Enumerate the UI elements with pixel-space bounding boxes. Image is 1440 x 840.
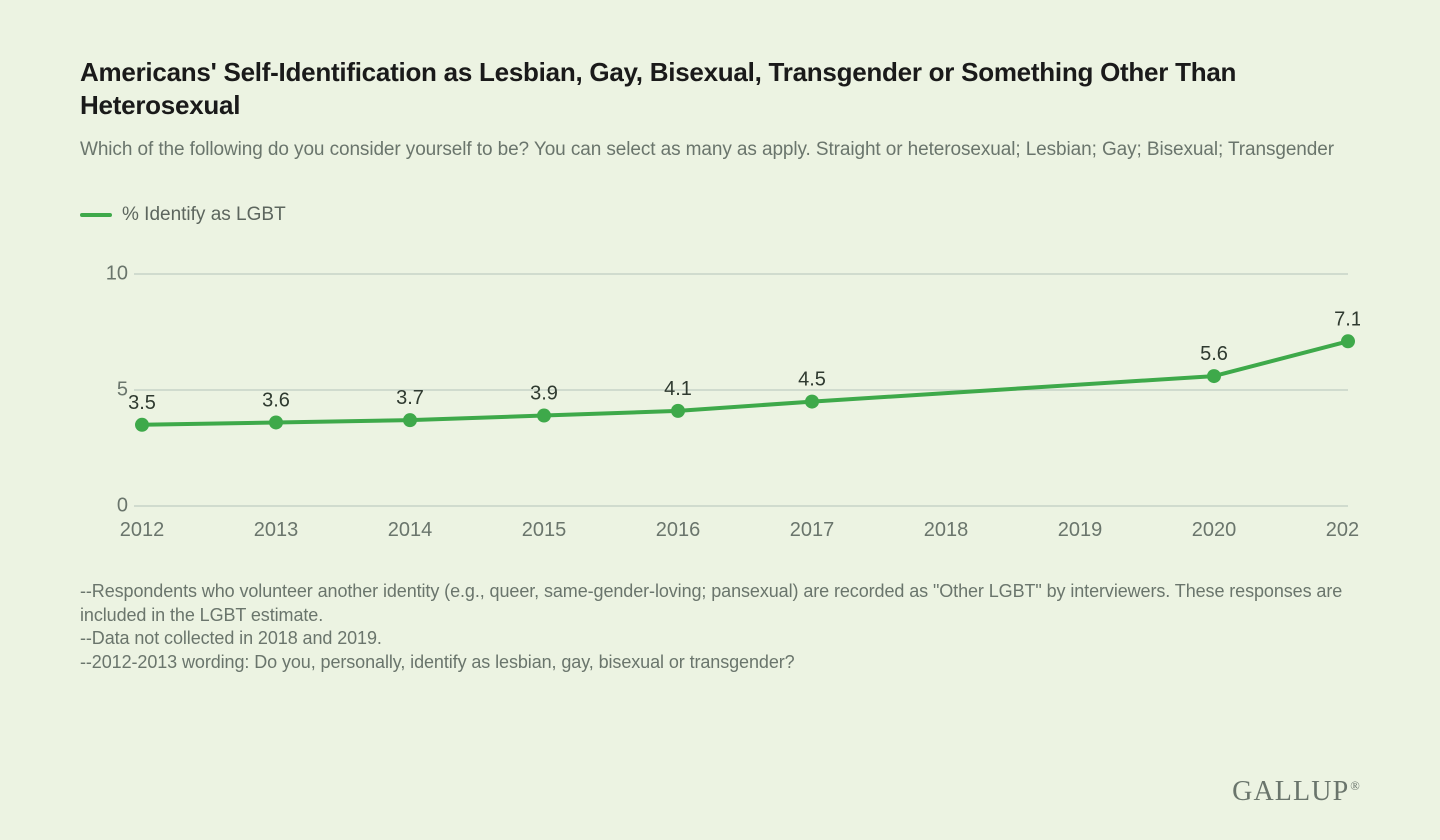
data-point-value-label: 7.1 — [1334, 309, 1360, 331]
chart-legend: % Identify as LGBT — [80, 204, 1360, 226]
x-axis-category-label: 2015 — [522, 519, 567, 541]
data-point-value-label: 3.7 — [396, 388, 424, 410]
x-axis-category-label: 2021 — [1326, 519, 1360, 541]
data-point-value-label: 4.5 — [798, 369, 826, 391]
chart-subtitle: Which of the following do you consider y… — [80, 135, 1360, 164]
x-axis-category-label: 2013 — [254, 519, 299, 541]
data-point-marker — [1207, 370, 1221, 384]
data-point-marker — [671, 404, 685, 418]
footnote-line: --Respondents who volunteer another iden… — [80, 580, 1360, 627]
data-point-marker — [537, 409, 551, 423]
chart-footnotes: --Respondents who volunteer another iden… — [80, 580, 1360, 674]
footnote-line: --Data not collected in 2018 and 2019. — [80, 627, 1360, 650]
data-point-value-label: 3.9 — [530, 383, 558, 405]
x-axis-category-label: 2019 — [1058, 519, 1103, 541]
x-axis-category-label: 2014 — [388, 519, 433, 541]
x-axis-category-label: 2020 — [1192, 519, 1237, 541]
data-point-value-label: 5.6 — [1200, 344, 1228, 366]
chart-container: Americans' Self-Identification as Lesbia… — [0, 0, 1440, 840]
y-axis-tick-label: 0 — [117, 495, 128, 517]
brand-registered-icon: ® — [1350, 779, 1361, 793]
x-axis-category-label: 2018 — [924, 519, 969, 541]
x-axis-category-label: 2012 — [120, 519, 165, 541]
data-point-value-label: 4.1 — [664, 378, 692, 400]
x-axis-category-label: 2017 — [790, 519, 835, 541]
data-point-marker — [135, 418, 149, 432]
legend-label: % Identify as LGBT — [122, 204, 286, 226]
legend-swatch — [80, 213, 112, 217]
line-chart-svg: 0 5 10 2012 2013 2014 2015 2016 2017 2018 2019 2020… — [80, 254, 1360, 554]
chart-title: Americans' Self-Identification as Lesbia… — [80, 56, 1360, 121]
y-axis-tick-label: 10 — [106, 263, 128, 285]
data-point-marker — [269, 416, 283, 430]
series-line — [142, 342, 1348, 426]
y-axis-tick-label: 5 — [117, 379, 128, 401]
data-point-marker — [1341, 335, 1355, 349]
data-point-marker — [403, 414, 417, 428]
brand-text: GALLUP — [1232, 776, 1349, 807]
footnote-line: --2012-2013 wording: Do you, personally,… — [80, 651, 1360, 674]
data-point-marker — [805, 395, 819, 409]
data-point-value-label: 3.6 — [262, 390, 290, 412]
data-point-value-label: 3.5 — [128, 392, 156, 414]
x-axis-category-label: 2016 — [656, 519, 701, 541]
brand-attribution: GALLUP® — [1232, 776, 1360, 808]
chart-plot-area: 0 5 10 2012 2013 2014 2015 2016 2017 2018 2019 2020… — [80, 254, 1360, 554]
